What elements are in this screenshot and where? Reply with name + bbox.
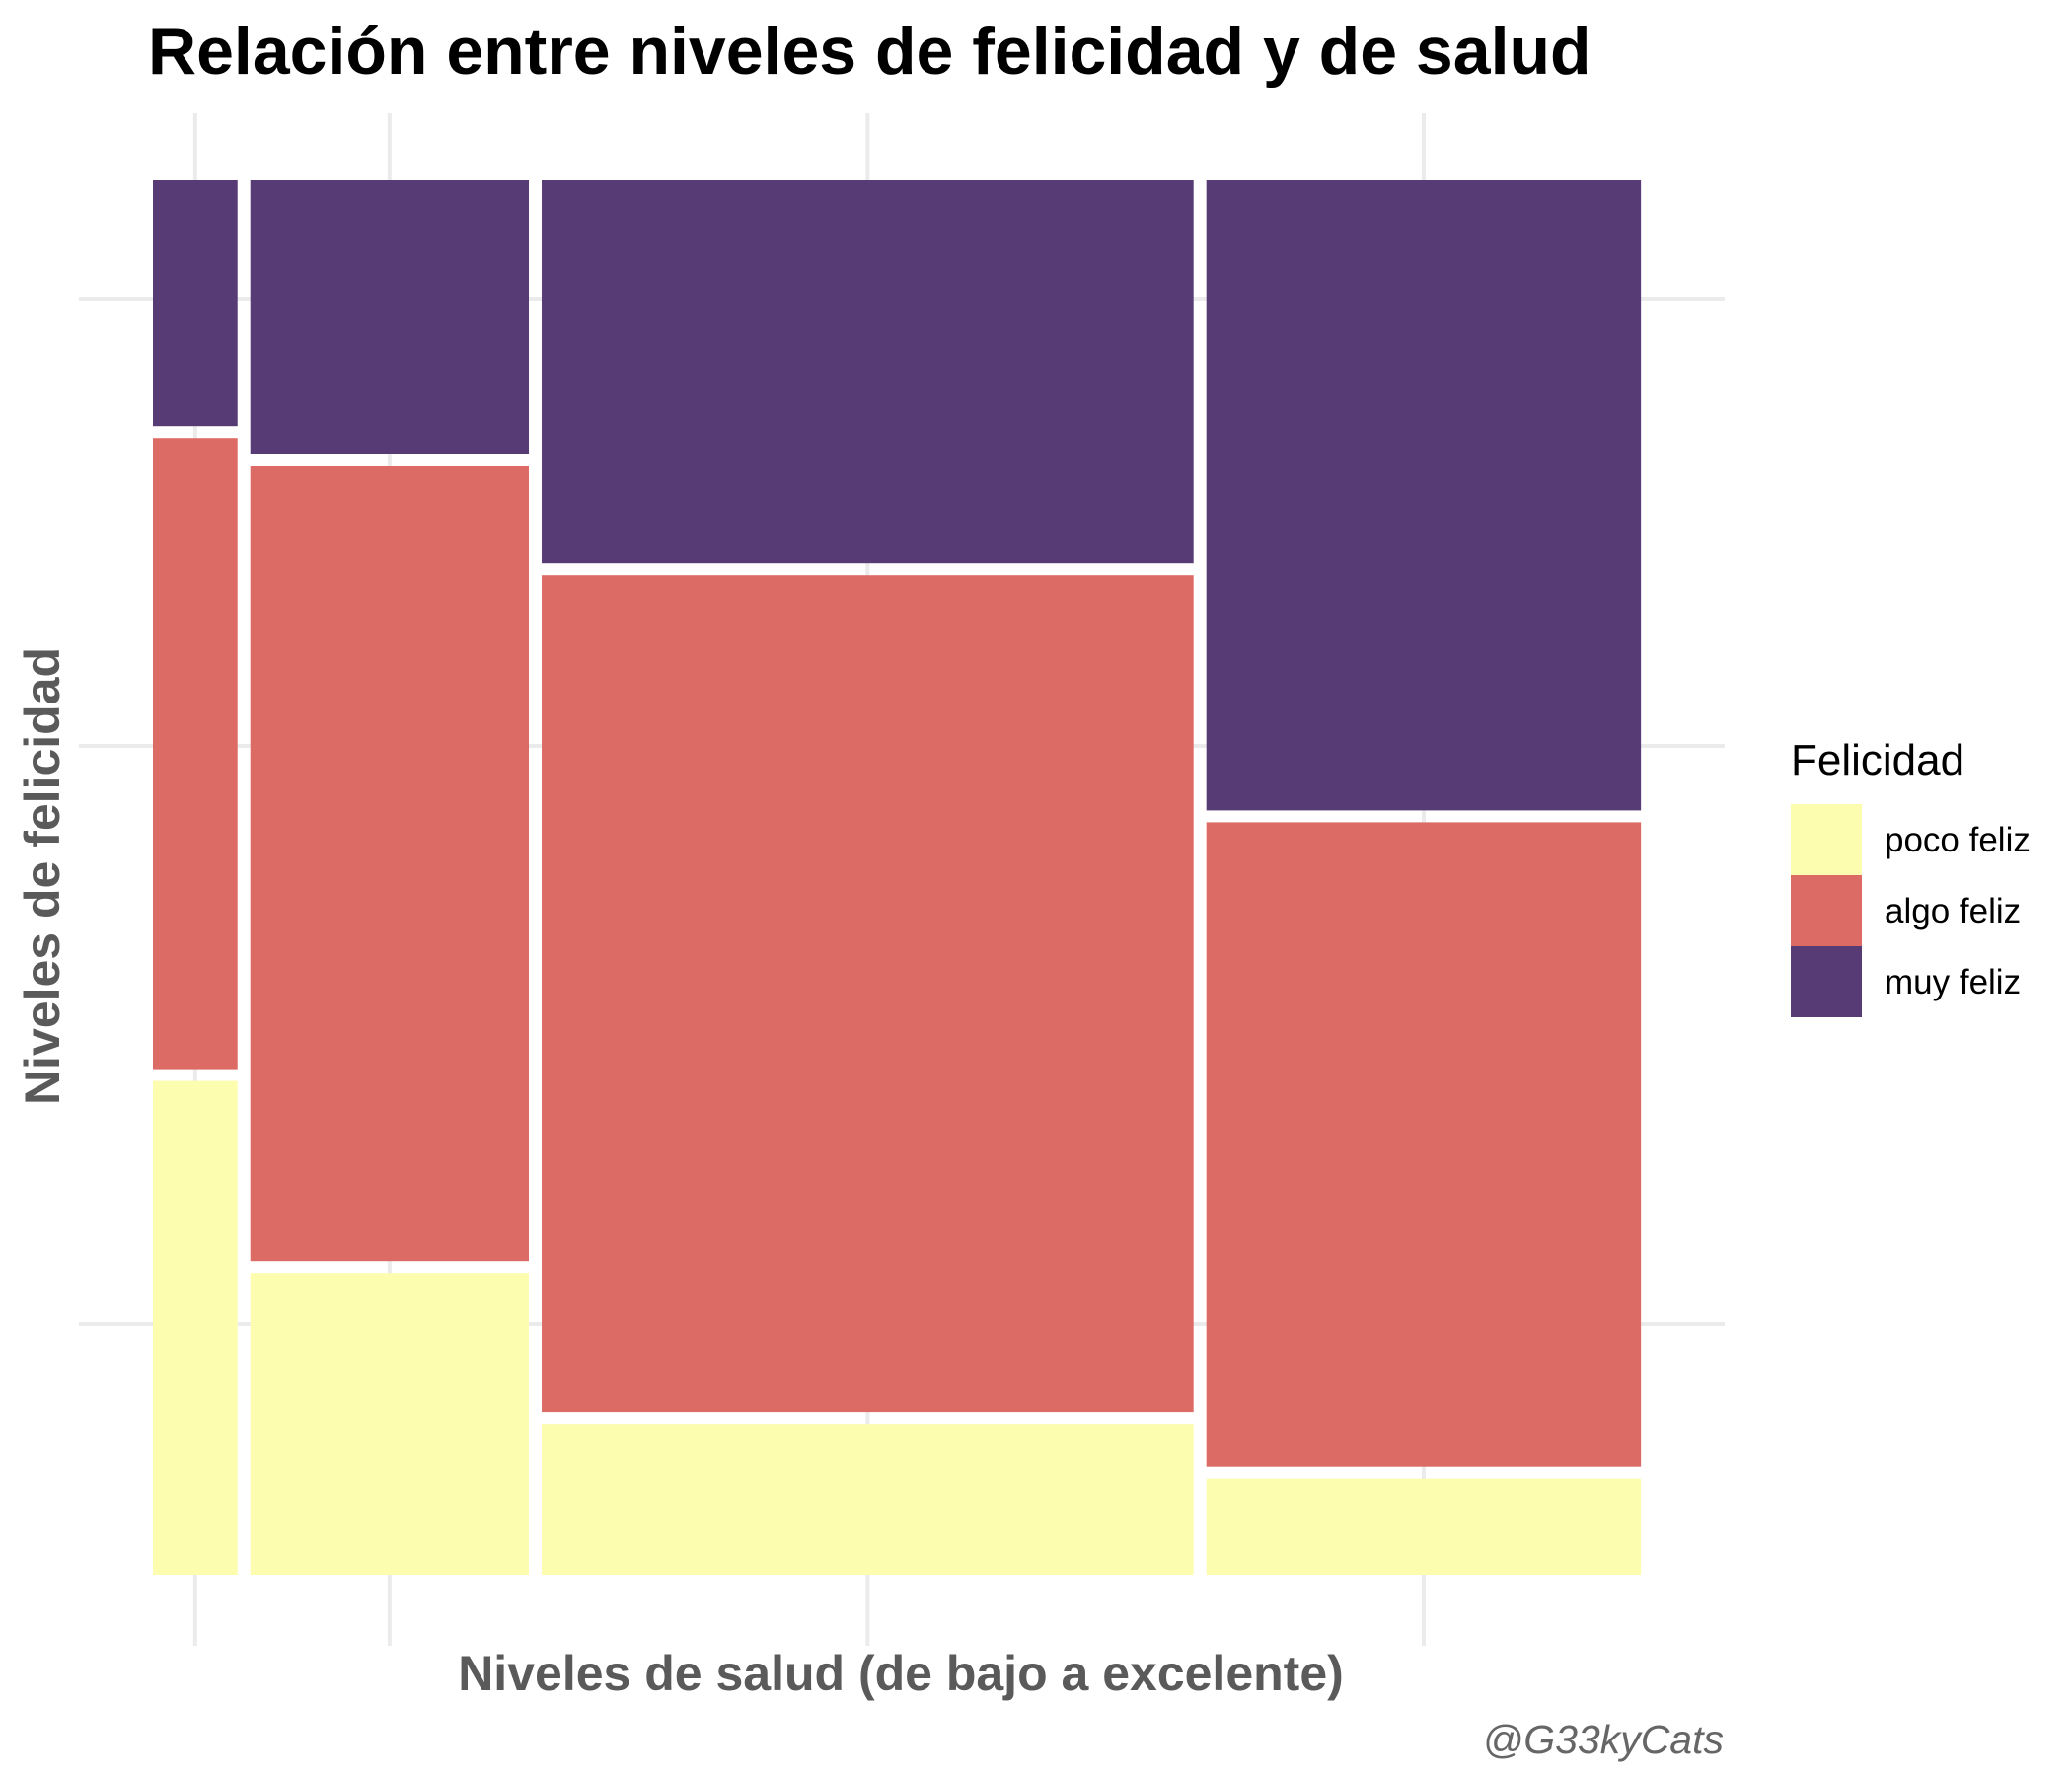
legend-label-algo-feliz: algo feliz — [1885, 892, 2021, 930]
legend-key-algo-feliz — [1791, 875, 1862, 946]
y-axis-label: Niveles de felicidad — [15, 647, 70, 1105]
tile-3-muy-feliz — [542, 180, 1194, 564]
chart-title: Relación entre niveles de felicidad y de… — [148, 14, 1591, 89]
legend-label-muy-feliz: muy feliz — [1885, 963, 2021, 1001]
legend-key-poco-feliz — [1791, 804, 1862, 875]
tile-2-poco-feliz — [250, 1273, 530, 1575]
tile-2-muy-feliz — [250, 180, 530, 454]
legend-key-muy-feliz — [1791, 946, 1862, 1017]
mosaic-tiles — [153, 180, 1642, 1575]
tile-1-muy-feliz — [153, 180, 238, 427]
legend-title: Felicidad — [1791, 736, 1964, 784]
caption: @G33kyCats — [1483, 1717, 1724, 1762]
tile-3-poco-feliz — [542, 1424, 1194, 1575]
legend-items: poco feliz algo feliz muy feliz — [1791, 804, 2031, 1017]
tile-2-algo-feliz — [250, 466, 530, 1262]
tile-1-poco-feliz — [153, 1080, 238, 1575]
tile-4-poco-feliz — [1206, 1478, 1642, 1575]
tile-4-algo-feliz — [1206, 822, 1642, 1467]
tile-4-muy-feliz — [1206, 180, 1642, 811]
tile-1-algo-feliz — [153, 438, 238, 1070]
x-axis-label: Niveles de salud (de bajo a excelente) — [458, 1646, 1344, 1701]
legend-label-poco-feliz: poco feliz — [1885, 821, 2031, 859]
legend: Felicidad poco feliz algo feliz muy feliz — [1791, 736, 2031, 1017]
tile-3-algo-feliz — [542, 575, 1194, 1413]
